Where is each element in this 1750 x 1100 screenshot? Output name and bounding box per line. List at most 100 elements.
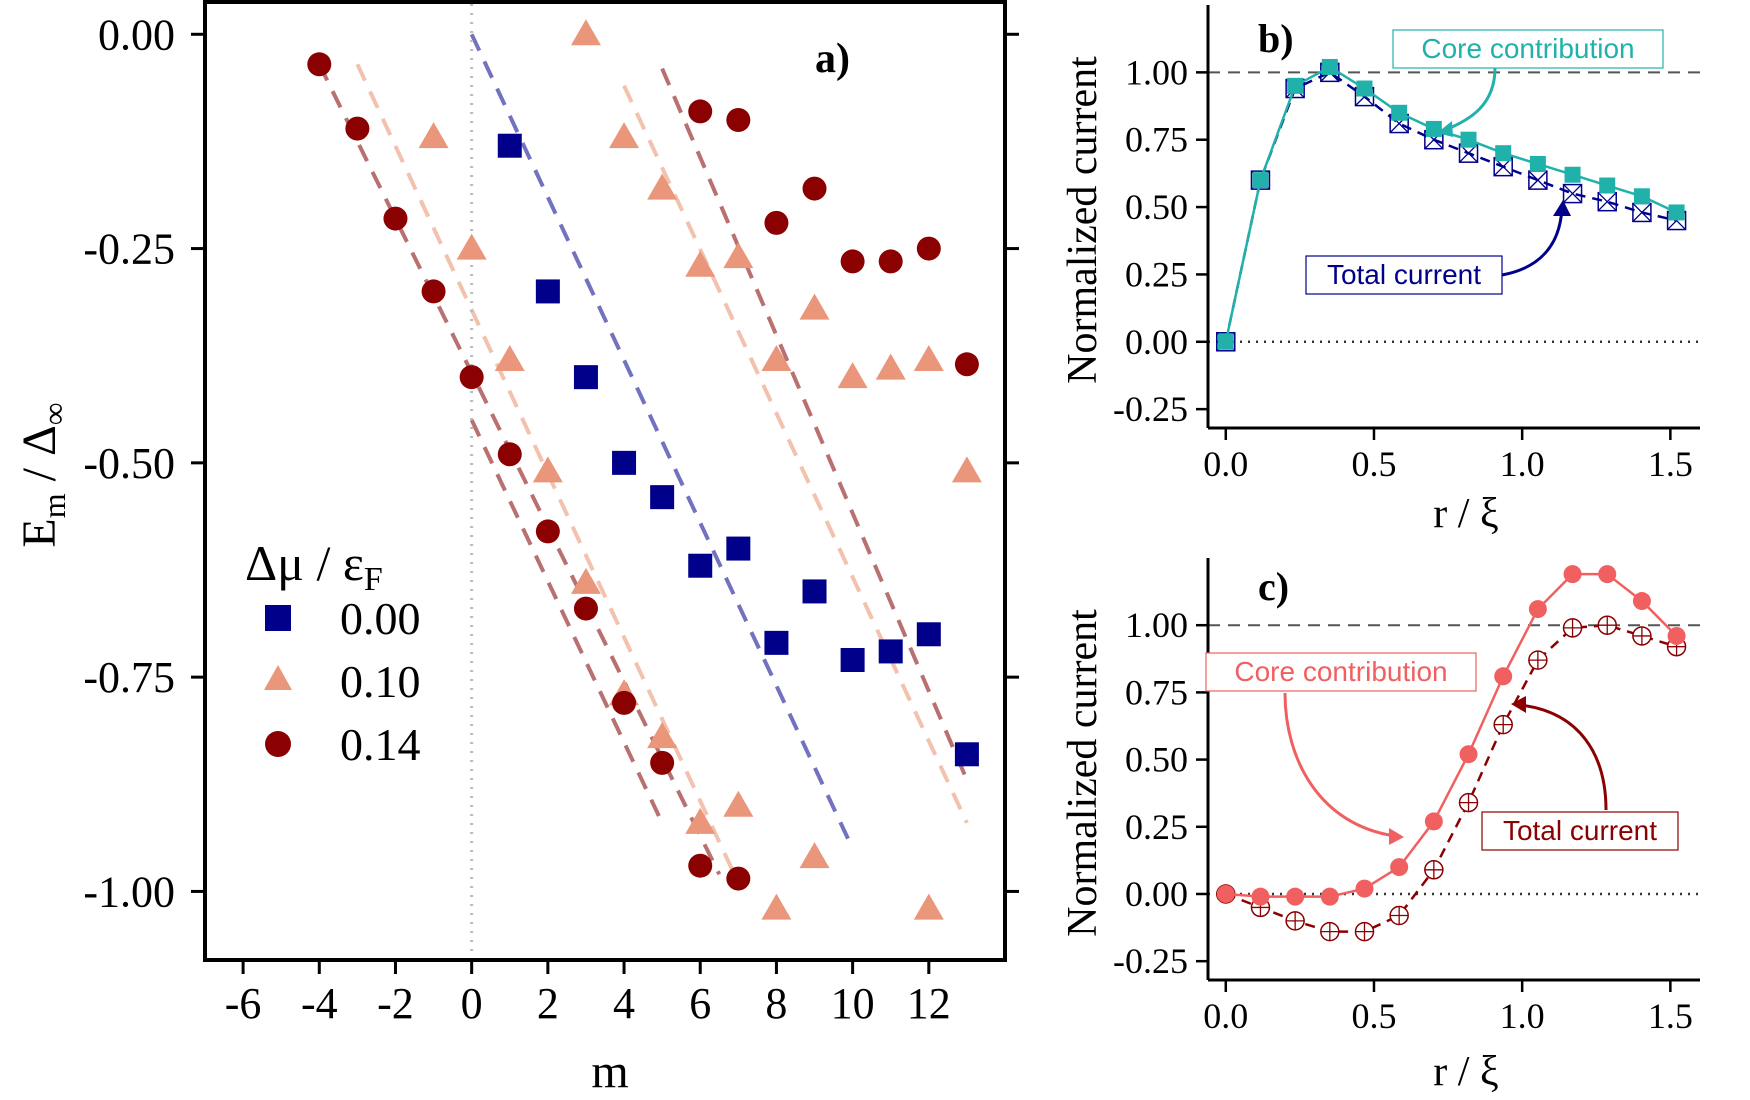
circle-point: [802, 176, 827, 201]
crossed-square-marker: [1562, 183, 1583, 204]
panel-b-x-label: r / ξ: [1433, 491, 1498, 537]
triangle-point: [837, 362, 868, 389]
y-tick-label: 0.75: [1125, 120, 1188, 160]
triangle-point: [570, 19, 601, 46]
circle-marker: [1355, 879, 1374, 898]
square-marker: [1633, 188, 1650, 205]
legend-title-main: Δμ / ε: [245, 535, 364, 591]
legend-entry-1: 0.10: [340, 656, 421, 707]
x-tick-label: 0.0: [1203, 996, 1248, 1036]
square-point: [612, 450, 637, 475]
x-tick-label: 1.0: [1500, 444, 1545, 484]
square-point: [840, 648, 865, 672]
annotation-box: [1305, 255, 1503, 295]
circle-point: [688, 99, 713, 124]
square-marker: [1252, 172, 1269, 189]
circle-point: [916, 236, 941, 261]
y-tick-label: 0.00: [1125, 322, 1188, 362]
y-tick-label: -0.50: [83, 439, 175, 488]
circle-marker: [1424, 812, 1443, 831]
y-tick-label: 0.00: [98, 10, 175, 59]
panel-b-series: [1216, 58, 1687, 352]
square-marker: [1356, 80, 1373, 97]
circle-marker: [1216, 884, 1235, 903]
panel-a-y-label-main: E: [13, 518, 66, 547]
panel-c-series: [1216, 565, 1687, 942]
circle-point: [497, 442, 522, 467]
x-tick-label: 1.5: [1648, 444, 1693, 484]
triangle-point: [723, 790, 754, 817]
triangle-point: [761, 345, 792, 371]
panel-a-legend: Δμ / εF 0.00 0.10 0.14: [245, 535, 421, 770]
guide-line: [469, 419, 664, 824]
square-point: [916, 622, 941, 647]
annotation-total-current: Total current: [1327, 259, 1481, 290]
crossed-square-marker: [1250, 170, 1271, 190]
marker-cross: [1632, 202, 1652, 222]
circle-point: [535, 519, 560, 544]
square-point: [688, 553, 713, 578]
x-tick-label: 4: [613, 979, 635, 1028]
x-tick-label: 12: [907, 979, 951, 1028]
circle-point: [688, 853, 713, 878]
square-marker: [1529, 155, 1546, 172]
panel-b-annotations: Core contribution Total current: [1305, 29, 1664, 295]
panel-a: -6 -4 -2 0 2 4 6 8 10 120.00-0.25-0.50-0.75-1.00 …: [13, 0, 1019, 1098]
triangle-point: [799, 293, 830, 320]
y-tick-label: 0.75: [1125, 672, 1188, 712]
annotation-arrowhead: [1511, 696, 1526, 713]
triangle-point: [723, 242, 754, 269]
circle-point: [573, 596, 598, 621]
marker-cross: [1528, 170, 1548, 190]
annotation-arrowhead: [1389, 828, 1404, 845]
square-marker: [1564, 166, 1581, 183]
x-tick-label: 0.5: [1351, 996, 1396, 1036]
panel-a-points: [307, 19, 982, 920]
circle-marker: [1251, 887, 1270, 906]
triangle-point: [532, 456, 563, 483]
annotation-box: [1392, 29, 1664, 69]
circle-point: [307, 52, 332, 77]
legend-marker-circle: [265, 731, 291, 757]
triangle-point: [609, 122, 640, 149]
x-tick-label: 0.0: [1203, 444, 1248, 484]
panel-c-x-label: r / ξ: [1433, 1049, 1498, 1095]
legend-marker-triangle: [264, 665, 292, 690]
square-marker: [1287, 77, 1304, 94]
annotation-arrow: [1444, 67, 1497, 132]
square-marker: [1599, 177, 1616, 194]
y-tick-label: 1.00: [1125, 605, 1188, 645]
guide-line: [660, 67, 969, 781]
circle-marker: [1459, 745, 1478, 764]
square-marker: [1391, 104, 1408, 121]
legend-title-sub: F: [364, 561, 383, 598]
y-tick-label: -0.75: [83, 653, 175, 702]
panel-b: 1.00 0.75 0.50 0.25 0.00 -0.25 0.0 0.5 1.0 1.5 b)…: [1060, 5, 1700, 537]
x-tick-label: 0: [461, 979, 483, 1028]
triangle-point: [647, 173, 678, 200]
annotation-arrowhead: [1437, 121, 1453, 137]
circle-point: [345, 116, 370, 141]
triangle-point: [875, 353, 906, 380]
y-tick-label: 1.00: [1125, 52, 1188, 92]
panel-c-axes: 1.00 0.75 0.50 0.25 0.00 -0.25 0.0 0.5 1.0 1.5: [1113, 558, 1700, 1036]
circle-point: [459, 365, 484, 390]
circle-point: [764, 210, 789, 235]
legend-marker-square: [265, 605, 291, 631]
triangle-point: [913, 893, 944, 920]
square-point: [726, 536, 751, 561]
circle-marker: [1390, 858, 1409, 877]
annotation-total-current: Total current: [1503, 815, 1657, 846]
panel-a-y-label-den: / Δ: [13, 425, 66, 493]
panel-c-label: c): [1258, 564, 1289, 609]
annotation-arrowhead: [1553, 200, 1571, 216]
square-marker: [1217, 333, 1234, 350]
triangle-point: [647, 722, 678, 749]
circle-marker: [1563, 565, 1582, 584]
square-point: [573, 365, 598, 390]
annotation-core-contribution: Core contribution: [1234, 656, 1447, 687]
panel-c-annotations: Core contribution Total current: [1205, 652, 1679, 851]
y-tick-label: -1.00: [83, 867, 175, 916]
legend-title: Δμ / εF: [245, 535, 383, 598]
circle-marker: [1320, 887, 1339, 906]
